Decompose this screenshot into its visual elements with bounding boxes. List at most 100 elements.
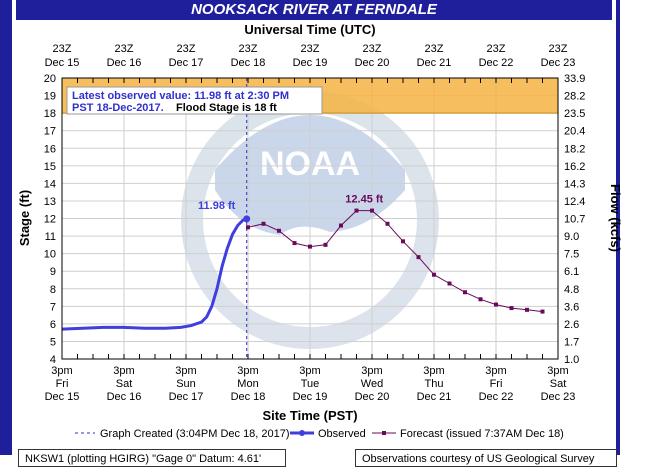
y2-tick-label: 4.8: [564, 284, 579, 296]
forecast-point: [246, 225, 250, 230]
y-tick-label: 11: [45, 231, 56, 243]
y-tick-label: 19: [44, 91, 56, 103]
top-tick-label-time: 23Z: [425, 43, 444, 55]
y2-tick-label: 23.5: [564, 108, 585, 120]
bottom-tick-label-day: Sat: [116, 378, 133, 390]
bottom-tick-label-date: Dec 19: [293, 391, 328, 403]
forecast-point: [525, 307, 529, 312]
latest-observed-box: [66, 86, 323, 115]
top-tick-label-time: 23Z: [115, 43, 134, 55]
bottom-tick-label-day: Mon: [237, 378, 258, 390]
bottom-tick-label-day: Sat: [550, 378, 567, 390]
y2-tick-label: 2.6: [564, 319, 579, 331]
forecast-point: [463, 290, 467, 295]
legend-forecast-label: Forecast (issued 7:37AM Dec 18): [400, 428, 564, 440]
y2-tick-label: 20.4: [564, 126, 585, 138]
forecast-point: [370, 208, 374, 213]
y-tick-label: 15: [44, 161, 56, 173]
legend-observed-marker: [299, 430, 305, 436]
y2-tick-label: 7.5: [564, 249, 579, 261]
top-tick-label-date: Dec 15: [45, 57, 80, 69]
y2-tick-label: 14.3: [564, 178, 585, 190]
observed-last-point: [243, 215, 251, 223]
forecast-point: [432, 272, 436, 277]
top-tick-label-date: Dec 22: [479, 57, 514, 69]
forecast-point: [447, 281, 452, 286]
bottom-tick-label-time: 3pm: [361, 365, 382, 377]
forecast-point: [323, 242, 328, 247]
y-tick-label: 16: [44, 143, 56, 155]
bottom-tick-label-time: 3pm: [51, 365, 72, 377]
bottom-tick-label-time: 3pm: [299, 365, 320, 377]
y2-tick-label: 9.0: [564, 231, 579, 243]
y-tick-label: 13: [44, 196, 56, 208]
y2-tick-label: 18.2: [564, 143, 585, 155]
bottom-tick-label-day: Fri: [56, 378, 69, 390]
plot-border: [61, 77, 559, 360]
top-tick-label-time: 23Z: [549, 43, 568, 55]
right-border-strip: [616, 0, 620, 455]
y2-tick-label: 12.4: [564, 196, 585, 208]
y-tick-label: 6: [50, 319, 56, 331]
bottom-tick-label-day: Sun: [176, 378, 196, 390]
y-tick-label: 8: [50, 284, 56, 296]
bottom-tick-label-time: 3pm: [237, 365, 258, 377]
forecast-point: [385, 221, 390, 226]
bottom-tick-label-time: 3pm: [547, 365, 568, 377]
bottom-tick-label-date: Dec 18: [231, 391, 266, 403]
bottom-tick-label-date: Dec 15: [45, 391, 80, 403]
hydrograph-chart: Universal Time (UTC) Site Time (PST) Sta…: [17, 22, 623, 440]
forecast-point: [509, 306, 514, 311]
bottom-tick-label-date: Dec 22: [479, 391, 514, 403]
forecast-point: [308, 244, 312, 249]
chart-title: NOOKSACK RIVER AT FERNDALE: [16, 0, 612, 20]
bottom-tick-label-time: 3pm: [423, 365, 444, 377]
forecast-point: [277, 228, 281, 233]
y2-tick-label: 3.6: [564, 301, 579, 313]
forecast-point: [416, 255, 421, 260]
forecast-series-line: [247, 210, 543, 313]
legend-forecast-marker: [382, 431, 386, 435]
top-tick-label-date: Dec 17: [169, 57, 204, 69]
y-axis-title: Stage (ft): [17, 190, 32, 246]
forecast-point: [261, 221, 266, 226]
y-tick-label: 7: [50, 301, 56, 313]
y2-tick-label: 1.0: [564, 354, 579, 366]
forecast-peak-label: 12.45 ft: [345, 194, 383, 206]
y-tick-label: 10: [44, 249, 56, 261]
top-tick-label-date: Dec 16: [107, 57, 142, 69]
y-tick-label: 9: [50, 266, 56, 278]
y-tick-label: 12: [44, 214, 56, 226]
legend-observed-label: Observed: [318, 428, 366, 440]
top-tick-label-time: 23Z: [239, 43, 258, 55]
y-tick-label: 17: [44, 126, 56, 138]
bottom-tick-label-date: Dec 21: [417, 391, 452, 403]
bottom-tick-label-time: 3pm: [113, 365, 134, 377]
legend: Graph Created (3:04PM Dec 18, 2017) Obser…: [75, 428, 564, 440]
observed-series-line: [62, 217, 248, 331]
top-tick-label-time: 23Z: [53, 43, 72, 55]
top-tick-label-date: Dec 23: [541, 57, 576, 69]
y2-axis-title: Flow (kcfs): [608, 184, 623, 252]
bottom-tick-label-day: Tue: [301, 378, 320, 390]
top-tick-label-time: 23Z: [487, 43, 506, 55]
top-tick-label-time: 23Z: [301, 43, 320, 55]
top-tick-label-date: Dec 20: [355, 57, 390, 69]
top-tick-label-date: Dec 19: [293, 57, 328, 69]
bottom-tick-label-date: Dec 16: [107, 391, 142, 403]
bottom-tick-label-date: Dec 23: [541, 391, 576, 403]
latest-observed-line1: Latest observed value: 11.98 ft at 2:30 …: [72, 90, 289, 102]
footer-datum: NKSW1 (plotting HGIRG) "Gage 0" Datum: 4…: [18, 449, 286, 467]
y2-tick-label: 16.2: [564, 161, 585, 173]
bottom-tick-label-day: Wed: [361, 378, 383, 390]
y2-tick-label: 28.2: [564, 91, 585, 103]
footer-credit: Observations courtesy of US Geological S…: [355, 449, 617, 467]
y-tick-label: 18: [44, 108, 56, 120]
y-tick-label: 4: [50, 354, 56, 366]
bottom-tick-label-date: Dec 20: [355, 391, 390, 403]
y2-tick-label: 10.7: [564, 214, 585, 226]
x-axis-title: Site Time (PST): [262, 408, 357, 423]
left-border-strip: [0, 0, 12, 455]
observed-value-label: 11.98 ft: [198, 200, 236, 212]
